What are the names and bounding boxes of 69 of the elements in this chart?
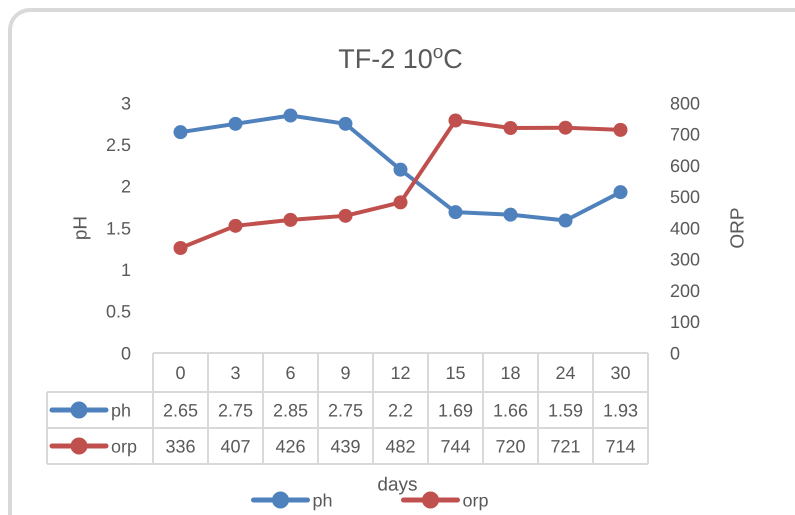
- y2-tick-label: 700: [670, 124, 700, 145]
- x-tick-label: 15: [445, 362, 466, 383]
- point: [614, 122, 628, 137]
- point: [504, 208, 518, 222]
- y-tick-label: 2.5: [106, 134, 131, 155]
- y-axis-title: pH: [70, 216, 92, 240]
- data-label: 714: [605, 436, 636, 456]
- y2-tick-label: 100: [670, 312, 700, 332]
- text: orp: [462, 490, 489, 510]
- y2-tick-label: 300: [670, 250, 700, 270]
- point: [394, 162, 408, 177]
- point: [338, 208, 352, 223]
- point: [284, 108, 298, 122]
- x-tick-label: 6: [285, 362, 296, 383]
- data-label: 439: [330, 436, 361, 456]
- point: [558, 214, 572, 228]
- data-label: 1.93: [602, 400, 638, 420]
- data-label: 744: [440, 436, 471, 456]
- y2-tick-label: 400: [670, 218, 700, 238]
- y2-tick-label: 500: [670, 187, 700, 208]
- x-tick-label: 9: [340, 362, 351, 383]
- y2-tick-label: 0: [670, 343, 680, 364]
- y2-axis-title: ORP: [728, 207, 749, 249]
- data-label: 720: [495, 436, 526, 456]
- text: ph: [312, 490, 333, 510]
- y2-tick-label: 800: [670, 93, 700, 114]
- point: [448, 205, 462, 220]
- data-label: 2.75: [218, 400, 254, 420]
- data-label: 2.65: [162, 400, 198, 420]
- y-tick-label: 1.5: [106, 218, 131, 238]
- point: [614, 185, 628, 200]
- data-label: 1.59: [548, 400, 584, 420]
- data-label: 482: [385, 436, 416, 456]
- y-tick-label: 1: [120, 260, 131, 280]
- chart-title: TF-2 10$^{o}$C: [338, 42, 463, 74]
- x-axis-title: days: [377, 474, 418, 496]
- point: [394, 195, 408, 210]
- x-tick-label: 24: [555, 362, 576, 383]
- data-label: 336: [165, 436, 196, 456]
- x-tick-label: 12: [390, 362, 411, 383]
- data-label: 2.2: [388, 400, 414, 420]
- data-label: 426: [275, 436, 306, 456]
- data-label: 1.66: [492, 400, 528, 420]
- y2-tick-label: 200: [670, 280, 700, 301]
- data-label: 407: [220, 436, 251, 456]
- legend-label: ph: [111, 400, 132, 420]
- point: [228, 218, 242, 233]
- point: [504, 121, 518, 135]
- point: [448, 114, 462, 128]
- data-label: 2.85: [272, 400, 308, 420]
- x-tick-label: 0: [175, 362, 186, 383]
- point: [228, 116, 242, 131]
- point: [174, 241, 188, 255]
- point: [174, 125, 188, 140]
- x-tick-label: 18: [500, 362, 521, 383]
- x-tick-label: 3: [230, 362, 241, 383]
- point: [284, 212, 298, 227]
- y-tick-label: 2: [120, 176, 131, 197]
- legend-label: orp: [111, 436, 138, 456]
- point: [558, 120, 572, 135]
- y-tick-label: 3: [120, 93, 131, 114]
- y2-tick-label: 600: [670, 156, 700, 176]
- y-tick-label: 0.5: [106, 302, 131, 322]
- data-label: 721: [550, 436, 581, 456]
- data-label: 1.69: [438, 400, 474, 420]
- x-tick-label: 30: [610, 362, 631, 383]
- point: [338, 116, 352, 131]
- data-label: 2.75: [328, 400, 364, 420]
- y-tick-label: 0: [120, 343, 131, 364]
